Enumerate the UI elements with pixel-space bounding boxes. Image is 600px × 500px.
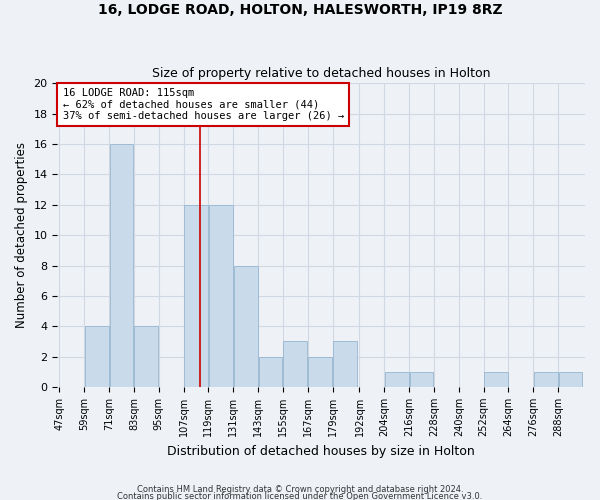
Bar xyxy=(184,205,208,387)
Bar xyxy=(259,356,283,387)
Bar xyxy=(559,372,583,387)
Bar xyxy=(410,372,433,387)
Text: 16 LODGE ROAD: 115sqm
← 62% of detached houses are smaller (44)
37% of semi-deta: 16 LODGE ROAD: 115sqm ← 62% of detached … xyxy=(62,88,344,121)
Bar xyxy=(333,342,357,387)
Bar xyxy=(209,205,233,387)
Bar xyxy=(385,372,409,387)
Text: 16, LODGE ROAD, HOLTON, HALESWORTH, IP19 8RZ: 16, LODGE ROAD, HOLTON, HALESWORTH, IP19… xyxy=(98,2,502,16)
Bar xyxy=(534,372,557,387)
Title: Size of property relative to detached houses in Holton: Size of property relative to detached ho… xyxy=(152,66,490,80)
Bar xyxy=(283,342,307,387)
Bar xyxy=(234,266,257,387)
Y-axis label: Number of detached properties: Number of detached properties xyxy=(15,142,28,328)
Text: Contains public sector information licensed under the Open Government Licence v3: Contains public sector information licen… xyxy=(118,492,482,500)
X-axis label: Distribution of detached houses by size in Holton: Distribution of detached houses by size … xyxy=(167,444,475,458)
Bar xyxy=(134,326,158,387)
Text: Contains HM Land Registry data © Crown copyright and database right 2024.: Contains HM Land Registry data © Crown c… xyxy=(137,486,463,494)
Bar xyxy=(484,372,508,387)
Bar xyxy=(308,356,332,387)
Bar xyxy=(85,326,109,387)
Bar xyxy=(110,144,133,387)
